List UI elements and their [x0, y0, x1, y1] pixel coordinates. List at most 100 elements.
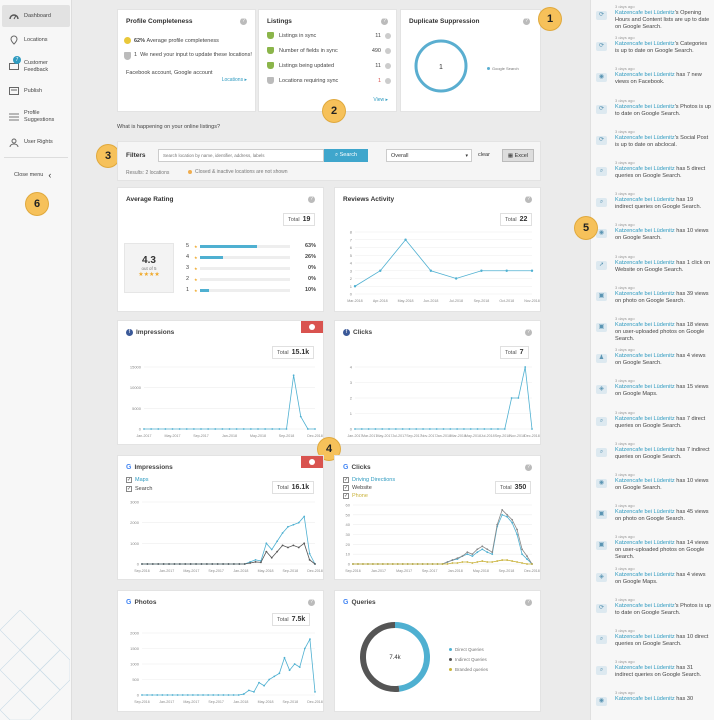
feed-message: 's Opening Hours and Content lists are u…: [615, 10, 710, 30]
data-point: [511, 518, 514, 521]
help-icon[interactable]: ?: [381, 18, 388, 25]
legend-phone[interactable]: ✓ Phone: [343, 493, 368, 499]
feed-location-link[interactable]: Katzencafe bei Lüdenitz: [615, 228, 675, 235]
data-point: [254, 558, 257, 561]
search-input[interactable]: [158, 149, 324, 162]
info-icon[interactable]: [385, 47, 391, 54]
feed-location-link[interactable]: Katzencafe bei Lüdenitz: [615, 259, 675, 266]
feed-location-link[interactable]: Katzencafe bei Lüdenitz: [615, 353, 675, 360]
data-point: [176, 694, 179, 696]
feed-location-link[interactable]: Katzencafe bei Lüdenitz: [615, 197, 675, 204]
select-value: Overall: [391, 153, 409, 159]
listing-label: Listings being updated: [279, 62, 335, 69]
feed-location-link[interactable]: Katzencafe bei Lüdenitz: [615, 540, 675, 547]
callout-2: 2: [323, 100, 345, 122]
data-point: [249, 562, 252, 564]
y-tick-label: 10000: [130, 385, 142, 390]
help-icon[interactable]: ?: [308, 599, 315, 606]
sidebar-item-user-rights[interactable]: User Rights: [2, 131, 70, 153]
rating-row: 5 ★ 63%: [186, 243, 316, 249]
help-icon[interactable]: ?: [525, 464, 532, 471]
data-point: [391, 563, 394, 565]
feed-location-link[interactable]: Katzencafe bei Lüdenitz: [615, 446, 675, 453]
feed-location-link[interactable]: Katzencafe bei Lüdenitz: [615, 103, 675, 110]
data-point: [374, 428, 377, 430]
excel-label: Excel: [514, 153, 529, 159]
feed-location-link[interactable]: Katzencafe bei Lüdenitz: [615, 166, 675, 172]
feed-location-link[interactable]: Katzencafe bei Lüdenitz: [615, 696, 675, 703]
help-icon[interactable]: ?: [523, 18, 530, 25]
view-listings-link[interactable]: View ▸: [373, 97, 388, 103]
legend-driving-directions[interactable]: ✓ Driving Directions: [343, 477, 395, 483]
google-icon: G: [126, 599, 132, 606]
clear-filter-link[interactable]: clear: [478, 152, 490, 158]
legend-search[interactable]: ✓ Search: [126, 486, 152, 492]
help-icon[interactable]: ?: [525, 599, 532, 606]
data-point: [491, 551, 494, 554]
feed-location-link[interactable]: Katzencafe bei Lüdenitz: [615, 72, 675, 79]
sidebar-item-dashboard[interactable]: Dashboard: [2, 5, 70, 27]
data-point: [293, 663, 296, 665]
overview-select[interactable]: Overall ▾: [386, 149, 472, 162]
help-icon[interactable]: ?: [525, 329, 532, 336]
legend-maps[interactable]: ✓ Maps: [126, 477, 148, 483]
data-point: [463, 428, 465, 430]
alert-badge[interactable]: [301, 456, 323, 468]
close-menu-button[interactable]: Close menu ‹: [14, 164, 64, 186]
x-tick-label: Dec-2018: [307, 569, 323, 573]
profile-notice: 1 We need your input to update these loc…: [124, 52, 252, 60]
shield-check-icon: [267, 77, 274, 84]
alert-badge[interactable]: [301, 321, 323, 333]
data-point: [461, 555, 464, 558]
reviews-activity-card: Reviews Activity ? Total 22 0 1 2 3 4 5 6 7 8 Mar-…: [334, 187, 541, 312]
search-button[interactable]: ⌕ Search: [324, 149, 368, 162]
feed-location-link[interactable]: Katzencafe bei Lüdenitz: [615, 10, 675, 16]
help-icon[interactable]: ?: [308, 196, 315, 203]
sidebar-item-locations[interactable]: Locations: [2, 29, 70, 51]
data-point: [506, 513, 509, 516]
feed-location-link[interactable]: Katzencafe bei Lüdenitz: [615, 384, 675, 391]
info-icon[interactable]: [385, 62, 391, 69]
data-point: [195, 563, 197, 565]
feed-location-link[interactable]: Katzencafe bei Lüdenitz: [615, 665, 675, 672]
feed-location-link[interactable]: Katzencafe bei Lüdenitz: [615, 478, 675, 484]
data-point: [491, 553, 494, 556]
feed-text: Katzencafe bei Lüdenitz's Social Post is…: [615, 135, 711, 149]
feed-location-link[interactable]: Katzencafe bei Lüdenitz: [615, 634, 675, 640]
info-icon[interactable]: [385, 32, 391, 39]
feed-location-link[interactable]: Katzencafe bei Lüdenitz: [615, 509, 675, 516]
locations-link[interactable]: Locations ▸: [221, 77, 247, 83]
feed-location-link[interactable]: Katzencafe bei Lüdenitz: [615, 602, 675, 609]
total-value: 15.1k: [291, 349, 310, 356]
y-tick-label: 1000: [130, 662, 140, 667]
feed-location-link[interactable]: Katzencafe bei Lüdenitz: [615, 322, 675, 328]
feed-time: 3 days ago: [615, 160, 635, 165]
help-icon[interactable]: ?: [525, 196, 532, 203]
help-icon[interactable]: ?: [240, 18, 247, 25]
feed-location-link[interactable]: Katzencafe bei Lüdenitz: [615, 41, 675, 48]
x-tick-label: Dec-2018: [307, 434, 323, 438]
data-point: [151, 694, 154, 696]
sidebar-item-publish[interactable]: Publish: [2, 80, 70, 102]
y-tick-label: 1: [350, 411, 353, 416]
data-point: [200, 563, 203, 565]
sidebar-item-profile-suggestions[interactable]: Profile Suggestions: [2, 105, 70, 129]
feed-location-link[interactable]: Katzencafe bei Lüdenitz: [615, 134, 675, 141]
data-point: [200, 428, 202, 430]
feed-location-link[interactable]: Katzencafe bei Lüdenitz: [615, 415, 675, 422]
feed-item: 3 days ago ▣ Katzencafe bei Lüdenitz has 4…: [591, 499, 714, 533]
x-tick-label: May-2018: [473, 569, 489, 573]
queries-donut-chart: 7.4k: [360, 622, 430, 692]
feed-message: 's Categories is up to date on Google Se…: [615, 41, 708, 55]
sidebar-item-customer-feedback[interactable]: 7 Customer Feedback: [2, 54, 70, 80]
info-icon[interactable]: [385, 77, 391, 84]
excel-export-button[interactable]: ▦ Excel: [502, 149, 534, 162]
feed-message: has 7 direct queries on Google Search.: [615, 415, 706, 429]
photo-icon: ▣: [596, 323, 607, 332]
legend-website[interactable]: ✓ Website: [343, 485, 372, 491]
feed-location-link[interactable]: Katzencafe bei Lüdenitz: [615, 571, 675, 578]
legend-label: Direct Queries: [455, 647, 484, 652]
facebook-clicks-card: f Clicks ? Total 7 0 1 2 3 4 Jan-2017 Mar-2017 M…: [334, 320, 541, 445]
feed-location-link[interactable]: Katzencafe bei Lüdenitz: [615, 290, 675, 297]
data-point: [388, 428, 390, 430]
